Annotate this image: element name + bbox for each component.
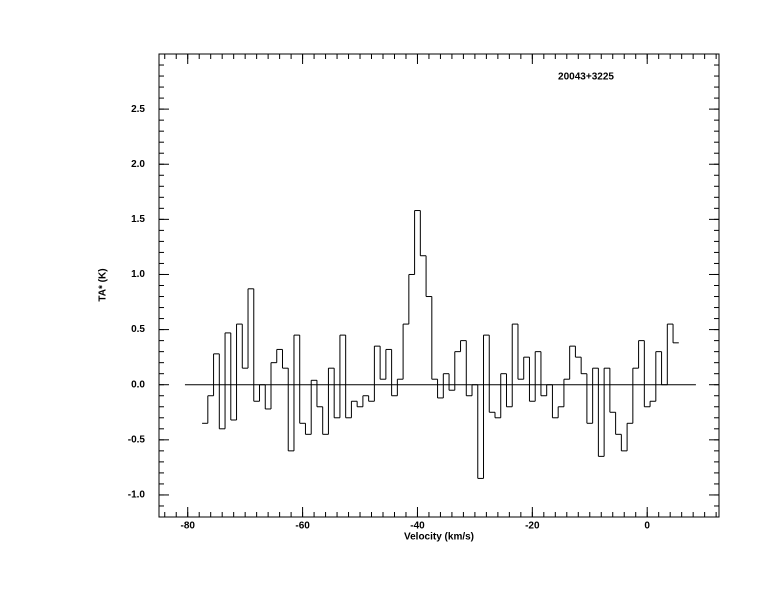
x-tick-label: 0 [644,521,650,532]
chart-title: 20043+3225 [558,72,614,83]
y-axis-label: TA* (K) [98,268,109,301]
step-connectors [207,210,674,479]
y-tick-label: -0.5 [128,434,146,445]
y-tick-label: 2.5 [131,104,145,115]
x-tick-label: -60 [295,521,310,532]
x-tick-label: -40 [410,521,425,532]
x-tick-label: -80 [180,521,195,532]
x-axis-label: Velocity (km/s) [404,532,474,543]
y-tick-label: -1.0 [128,490,146,501]
y-tick-label: 2.0 [131,159,145,170]
y-tick-label: 0.5 [131,324,145,335]
x-tick-label: -20 [525,521,540,532]
y-tick-label: 1.0 [131,269,145,280]
y-tick-label: 1.5 [131,214,145,225]
y-tick-label: 0.0 [131,379,145,390]
